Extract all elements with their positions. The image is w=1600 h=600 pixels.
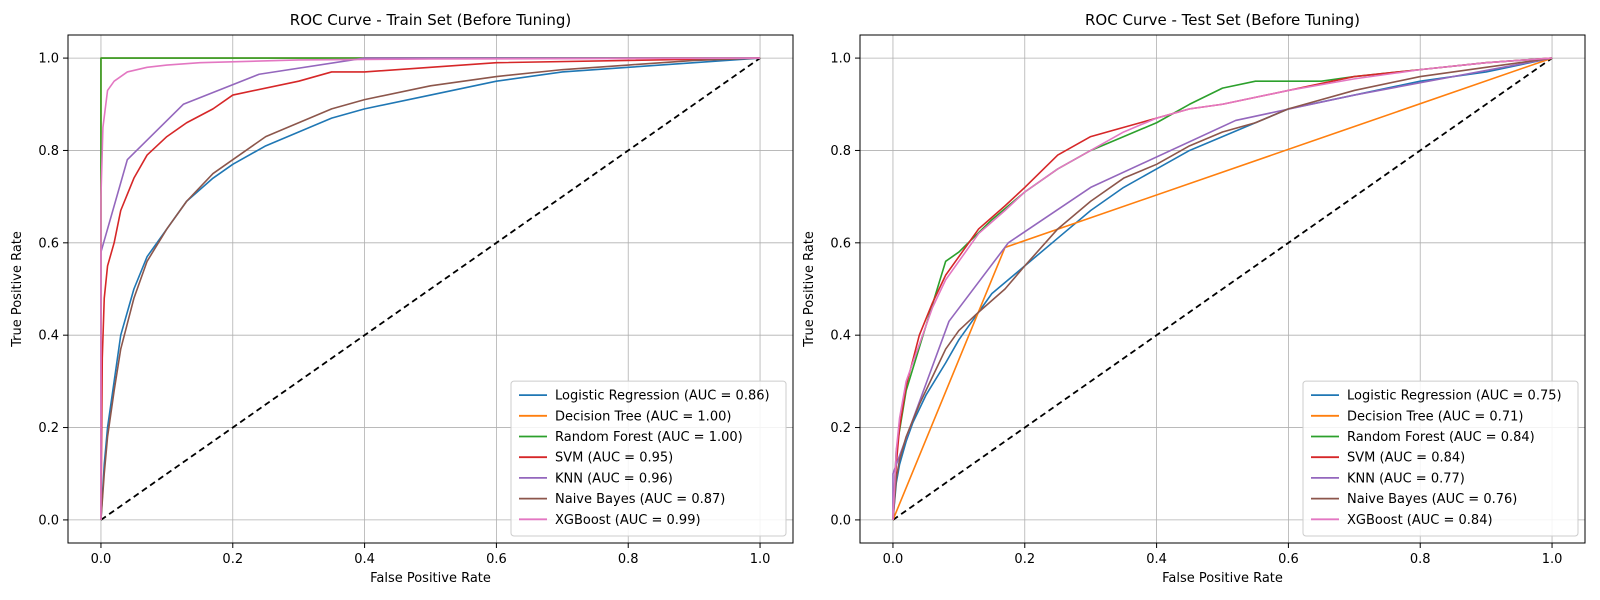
y-tick-label: 1.0	[38, 52, 59, 67]
legend-label: Logistic Regression (AUC = 0.75)	[1347, 389, 1562, 404]
legend-item: Decision Tree (AUC = 1.00)	[519, 409, 731, 424]
legend-label: Random Forest (AUC = 1.00)	[555, 430, 743, 445]
series-line-1	[100, 57, 761, 520]
x-tick-label: 0.2	[222, 552, 243, 567]
chart-title: ROC Curve - Train Set (Before Tuning)	[290, 11, 571, 29]
y-axis-label: True Positive Rate	[802, 231, 817, 348]
legend-label: XGBoost (AUC = 0.84)	[1347, 513, 1493, 528]
x-tick-label: 0.8	[618, 552, 639, 567]
legend-label: Logistic Regression (AUC = 0.86)	[555, 389, 770, 404]
y-tick-label: 0.8	[38, 144, 59, 159]
axes-frame	[67, 34, 794, 544]
legend-label: Decision Tree (AUC = 0.71)	[1347, 409, 1523, 424]
y-axis-label: True Positive Rate	[10, 231, 25, 348]
legend-item: XGBoost (AUC = 0.84)	[1311, 513, 1493, 528]
y-tick-label: 0.0	[830, 513, 851, 528]
x-tick-label: 1.0	[750, 552, 771, 567]
legend-item: SVM (AUC = 0.95)	[519, 451, 673, 466]
legend-label: KNN (AUC = 0.77)	[1347, 471, 1465, 486]
x-tick-label: 0.6	[486, 552, 507, 567]
x-tick-label: 1.0	[1542, 552, 1563, 567]
legend-box	[1302, 380, 1579, 537]
legend-item: Random Forest (AUC = 0.84)	[1311, 430, 1535, 445]
chart-title: ROC Curve - Test Set (Before Tuning)	[1085, 11, 1360, 29]
legend-item: Decision Tree (AUC = 0.71)	[1311, 409, 1523, 424]
legend-item: Random Forest (AUC = 1.00)	[519, 430, 743, 445]
y-tick-label: 0.6	[830, 236, 851, 251]
y-tick-label: 0.0	[38, 513, 59, 528]
x-tick-label: 0.0	[91, 552, 112, 567]
legend-item: Naive Bayes (AUC = 0.87)	[519, 492, 725, 507]
legend-item: Naive Bayes (AUC = 0.76)	[1311, 492, 1517, 507]
y-tick-label: 0.2	[38, 421, 59, 436]
legend: Logistic Regression (AUC = 0.86) Decision…	[510, 380, 787, 537]
legend: Logistic Regression (AUC = 0.75) Decision…	[1302, 380, 1579, 537]
legend-item: XGBoost (AUC = 0.99)	[519, 513, 701, 528]
x-tick-label: 0.0	[883, 552, 904, 567]
legend-label: XGBoost (AUC = 0.99)	[555, 513, 701, 528]
y-tick-label: 0.6	[38, 236, 59, 251]
legend-item: KNN (AUC = 0.77)	[1311, 471, 1465, 486]
legend-label: KNN (AUC = 0.96)	[555, 471, 673, 486]
y-tick-label: 1.0	[830, 52, 851, 67]
chart-panel-1: 0.0 0.2 0.4 0.6 0.8 1.0 0.0 0.2 0.4 0.6 0.8 1.0 ROC …	[10, 11, 794, 586]
x-axis-label: False Positive Rate	[370, 571, 491, 586]
series-line-7	[100, 57, 761, 520]
chart-panel-2: 0.0 0.2 0.4 0.6 0.8 1.0 0.0 0.2 0.4 0.6 0.8 1.0 ROC …	[802, 11, 1586, 586]
y-tick-label: 0.4	[38, 329, 59, 344]
axes-frame	[859, 34, 1586, 544]
legend-label: SVM (AUC = 0.95)	[555, 451, 673, 466]
x-tick-label: 0.4	[1146, 552, 1167, 567]
reference-diagonal-line	[892, 57, 1553, 521]
reference-diagonal-line	[100, 57, 761, 521]
legend-label: SVM (AUC = 0.84)	[1347, 451, 1465, 466]
series-line-6	[892, 57, 1553, 520]
series-line-7	[892, 57, 1553, 520]
x-tick-label: 0.4	[354, 552, 375, 567]
x-tick-label: 0.6	[1278, 552, 1299, 567]
legend-label: Naive Bayes (AUC = 0.76)	[1347, 492, 1517, 507]
x-tick-label: 0.2	[1014, 552, 1035, 567]
x-tick-label: 0.8	[1410, 552, 1431, 567]
x-axis-label: False Positive Rate	[1162, 571, 1283, 586]
legend-item: SVM (AUC = 0.84)	[1311, 451, 1465, 466]
y-tick-label: 0.8	[830, 144, 851, 159]
legend-label: Decision Tree (AUC = 1.00)	[555, 409, 731, 424]
legend-box	[510, 380, 787, 537]
legend-item: KNN (AUC = 0.96)	[519, 471, 673, 486]
series-line-4	[100, 57, 761, 520]
y-tick-label: 0.2	[830, 421, 851, 436]
legend-label: Random Forest (AUC = 0.84)	[1347, 430, 1535, 445]
legend-item: Logistic Regression (AUC = 0.86)	[519, 389, 770, 404]
legend-label: Naive Bayes (AUC = 0.87)	[555, 492, 725, 507]
legend-item: Logistic Regression (AUC = 0.75)	[1311, 389, 1562, 404]
y-tick-label: 0.4	[830, 329, 851, 344]
series-line-6	[100, 57, 761, 520]
